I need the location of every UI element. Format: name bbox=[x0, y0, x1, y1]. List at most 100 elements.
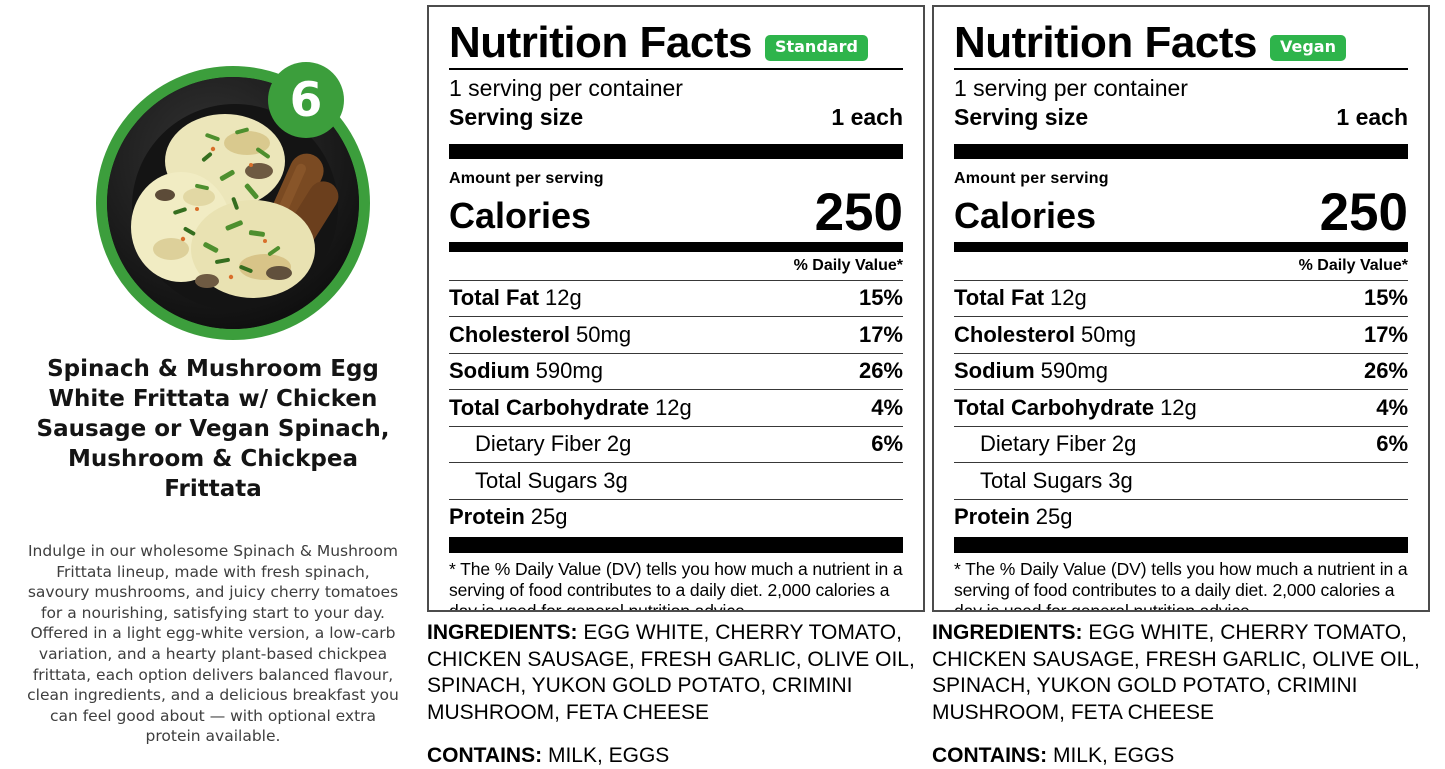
nutrient-name: Cholesterol bbox=[449, 321, 571, 347]
nutrient-row: Protein 25g bbox=[449, 500, 903, 536]
nutrient-name-and-amount: Protein 25g bbox=[449, 504, 568, 530]
nutrient-daily-value: 17% bbox=[1363, 321, 1408, 347]
nutrient-amount: 2g bbox=[606, 431, 632, 457]
product-description: Indulge in our wholesome Spinach & Mushr… bbox=[27, 542, 399, 746]
nutrient-row: Protein 25g bbox=[954, 500, 1408, 536]
daily-value-header: % Daily Value* bbox=[954, 252, 1408, 281]
nutrient-daily-value: 15% bbox=[1363, 285, 1408, 311]
nutrient-daily-value: 4% bbox=[1376, 394, 1408, 420]
nutrient-row: Sodium 590mg 26% bbox=[449, 354, 903, 391]
nutrient-name-and-amount: Sodium 590mg bbox=[449, 358, 603, 384]
nutrient-row: Total Sugars 3g bbox=[449, 463, 903, 500]
nutrient-rows: Total Fat 12g 15% Cholesterol 50mg 17% Sod… bbox=[449, 281, 903, 536]
contains-label: CONTAINS: bbox=[427, 744, 543, 767]
serving-size-row: Serving size 1 each bbox=[954, 102, 1408, 138]
nutrient-amount: 3g bbox=[603, 467, 628, 493]
nutrient-row: Total Fat 12g 15% bbox=[449, 281, 903, 318]
contains: CONTAINS: MILK, EGGS bbox=[427, 743, 915, 769]
medium-divider bbox=[449, 241, 903, 252]
variant-badge: Standard bbox=[764, 35, 868, 61]
nutrient-name: Total Carbohydrate bbox=[954, 394, 1155, 420]
dish-photo-illustration bbox=[107, 77, 359, 329]
nutrient-name-and-amount: Protein 25g bbox=[954, 504, 1073, 530]
product-photo: 6 bbox=[96, 62, 370, 340]
nutrient-row: Cholesterol 50mg 17% bbox=[954, 317, 1408, 354]
nutrient-name: Total Carbohydrate bbox=[449, 394, 650, 420]
amount-per-serving-label: Amount per serving bbox=[954, 169, 1109, 187]
nutrient-row: Total Carbohydrate 12g 4% bbox=[449, 390, 903, 427]
nutrition-label-vegan: Nutrition Facts Vegan 1 serving per cont… bbox=[932, 5, 1430, 769]
nutrient-name: Protein bbox=[954, 504, 1030, 530]
nutrient-name: Dietary Fiber bbox=[475, 431, 601, 457]
contains-label: CONTAINS: bbox=[932, 744, 1048, 767]
nutrient-daily-value: 26% bbox=[1363, 358, 1408, 384]
nutrient-row: Dietary Fiber 2g 6% bbox=[954, 427, 1408, 464]
nutrient-amount: 12g bbox=[545, 285, 582, 311]
servings-per-container: 1 serving per container bbox=[954, 74, 1188, 101]
daily-value-footnote: * The % Daily Value (DV) tells you how m… bbox=[449, 559, 903, 612]
nutrient-name: Sodium bbox=[954, 358, 1035, 384]
calories-label: Calories bbox=[954, 194, 1097, 236]
ingredients: INGREDIENTS: EGG WHITE, CHERRY TOMATO, C… bbox=[932, 620, 1420, 726]
nutrient-amount: 25g bbox=[1035, 504, 1073, 530]
nutrient-amount: 12g bbox=[1050, 285, 1087, 311]
thick-divider bbox=[954, 143, 1408, 159]
serving-size-label: Serving size bbox=[449, 103, 584, 130]
calories-row: Calories 250 bbox=[449, 183, 903, 243]
contains-list: MILK, EGGS bbox=[1052, 744, 1175, 767]
ingredients-list: EGG WHITE, CHERRY TOMATO, CHICKEN SAUSAG… bbox=[932, 621, 1420, 724]
ingredients-list: EGG WHITE, CHERRY TOMATO, CHICKEN SAUSAG… bbox=[427, 621, 915, 724]
nutrient-row: Total Carbohydrate 12g 4% bbox=[954, 390, 1408, 427]
nutrient-name: Protein bbox=[449, 504, 525, 530]
nutrient-name-and-amount: Total Sugars 3g bbox=[954, 468, 1133, 494]
nutrient-amount: 50mg bbox=[576, 321, 632, 347]
nutrient-name-and-amount: Total Fat 12g bbox=[449, 285, 582, 311]
nutrient-row: Total Fat 12g 15% bbox=[954, 281, 1408, 318]
nutrient-name-and-amount: Total Fat 12g bbox=[954, 285, 1087, 311]
serving-size-value: 1 each bbox=[1336, 103, 1408, 130]
daily-value-footnote: * The % Daily Value (DV) tells you how m… bbox=[954, 559, 1408, 612]
calories-value: 250 bbox=[1319, 183, 1408, 243]
nutrient-amount: 12g bbox=[1160, 394, 1197, 420]
nutrient-name-and-amount: Dietary Fiber 2g bbox=[954, 431, 1136, 457]
nutrient-row: Dietary Fiber 2g 6% bbox=[449, 427, 903, 464]
nutrient-name-and-amount: Dietary Fiber 2g bbox=[449, 431, 631, 457]
serving-size-row: Serving size 1 each bbox=[449, 102, 903, 138]
nutrient-daily-value: 15% bbox=[858, 285, 903, 311]
nutrient-amount: 590mg bbox=[1040, 358, 1108, 384]
nutrient-daily-value: 6% bbox=[1376, 431, 1408, 457]
nutrition-facts-title: Nutrition Facts bbox=[449, 18, 752, 67]
nutrient-amount: 3g bbox=[1108, 467, 1133, 493]
nutrient-name: Cholesterol bbox=[954, 321, 1076, 347]
nutrient-name-and-amount: Total Carbohydrate 12g bbox=[954, 395, 1197, 421]
variant-badge: Vegan bbox=[1269, 35, 1346, 61]
nutrient-row: Cholesterol 50mg 17% bbox=[449, 317, 903, 354]
label-header: Nutrition Facts Standard bbox=[449, 18, 903, 70]
nutrition-facts-box: Nutrition Facts Standard 1 serving per c… bbox=[427, 5, 925, 612]
ingredients: INGREDIENTS: EGG WHITE, CHERRY TOMATO, C… bbox=[427, 620, 915, 726]
nutrient-daily-value: 6% bbox=[871, 431, 903, 457]
nutrient-name-and-amount: Cholesterol 50mg bbox=[954, 322, 1136, 348]
calories-label: Calories bbox=[449, 194, 592, 236]
nutrient-amount: 2g bbox=[1111, 431, 1137, 457]
nutrient-amount: 50mg bbox=[1081, 321, 1137, 347]
ingredients-label: INGREDIENTS: bbox=[427, 621, 578, 644]
nutrient-name: Total Fat bbox=[954, 285, 1045, 311]
nutrient-amount: 12g bbox=[655, 394, 692, 420]
contains-list: MILK, EGGS bbox=[547, 744, 670, 767]
nutrient-name-and-amount: Sodium 590mg bbox=[954, 358, 1108, 384]
nutrient-name: Total Sugars bbox=[980, 467, 1103, 493]
calories-value: 250 bbox=[814, 183, 903, 243]
nutrition-facts-box: Nutrition Facts Vegan 1 serving per cont… bbox=[932, 5, 1430, 612]
nutrient-name-and-amount: Total Sugars 3g bbox=[449, 468, 628, 494]
product-title: Spinach & Mushroom Egg White Frittata w/… bbox=[36, 356, 390, 502]
nutrient-name: Sodium bbox=[449, 358, 530, 384]
contains: CONTAINS: MILK, EGGS bbox=[932, 743, 1420, 769]
nutrient-name: Total Sugars bbox=[475, 467, 598, 493]
nutrient-amount: 25g bbox=[530, 504, 568, 530]
nutrient-name: Dietary Fiber bbox=[980, 431, 1106, 457]
nutrition-facts-title: Nutrition Facts bbox=[954, 18, 1257, 67]
serving-size-label: Serving size bbox=[954, 103, 1089, 130]
ingredients-label: INGREDIENTS: bbox=[932, 621, 1083, 644]
label-header: Nutrition Facts Vegan bbox=[954, 18, 1408, 70]
